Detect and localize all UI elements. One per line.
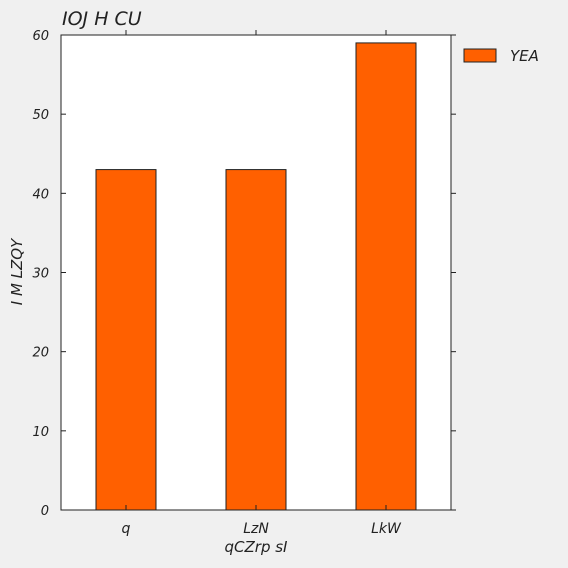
legend: YEA	[463, 47, 539, 65]
x-tick-label: LzN	[243, 521, 269, 537]
x-axis-label: qCZrp sI	[225, 538, 289, 556]
bar-q	[95, 169, 157, 511]
legend-label: YEA	[510, 47, 539, 65]
y-tick-label: 60	[32, 29, 49, 44]
y-tick-label: 40	[32, 187, 49, 202]
chart-title: IOJ H CU	[62, 8, 142, 30]
y-tick-label: 10	[32, 425, 49, 440]
bar-LzN	[225, 169, 287, 511]
y-axis-ticks: 0 10 20 30 40 50 60	[32, 29, 456, 519]
y-tick-label: 30	[32, 267, 49, 282]
y-tick-label: 50	[32, 108, 49, 123]
legend-swatch	[463, 48, 497, 63]
bars-group	[95, 42, 417, 511]
y-axis-label: I M LZQY	[8, 237, 26, 305]
x-tick-label: LkW	[371, 521, 402, 537]
x-tick-label: q	[122, 521, 131, 537]
bar-LkW	[355, 42, 417, 511]
y-tick-label: 0	[41, 504, 49, 519]
x-axis-ticks: q LzN LkW	[122, 30, 402, 537]
y-tick-label: 20	[32, 346, 49, 361]
